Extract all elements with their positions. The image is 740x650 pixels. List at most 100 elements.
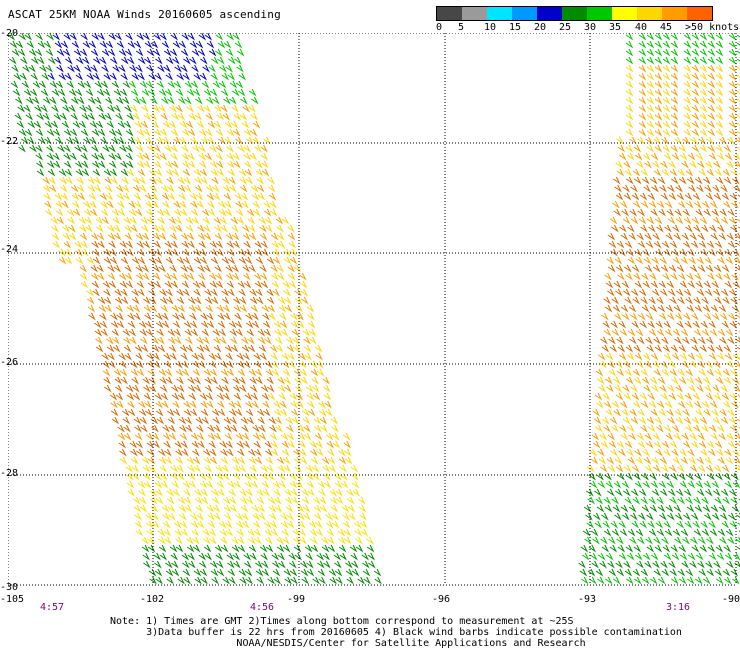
wind-barb bbox=[96, 88, 105, 97]
wind-barb bbox=[720, 184, 728, 193]
wind-barb bbox=[614, 384, 622, 393]
wind-barb bbox=[623, 392, 632, 401]
wind-barb bbox=[164, 360, 172, 369]
wind-barb bbox=[283, 288, 291, 297]
wind-barb bbox=[170, 144, 178, 153]
wind-barb bbox=[704, 312, 712, 321]
wind-barb bbox=[158, 264, 167, 273]
wind-barb bbox=[78, 216, 87, 225]
wind-barb bbox=[611, 328, 620, 337]
wind-barb bbox=[158, 368, 167, 377]
wind-barb bbox=[310, 368, 319, 377]
legend-label-45: 45 bbox=[660, 22, 673, 33]
wind-barb bbox=[93, 176, 101, 185]
wind-barb bbox=[164, 272, 172, 281]
wind-barb bbox=[267, 384, 275, 393]
wind-barb bbox=[685, 296, 694, 305]
wind-barb bbox=[113, 232, 122, 241]
wind-barb bbox=[250, 384, 258, 393]
wind-barb bbox=[608, 264, 616, 273]
wind-barb bbox=[187, 272, 195, 281]
wind-barb bbox=[279, 320, 288, 329]
wind-barb bbox=[663, 152, 672, 161]
wind-barb bbox=[254, 368, 263, 377]
wind-barb bbox=[174, 216, 183, 225]
wind-barb bbox=[186, 88, 195, 97]
wind-barb bbox=[54, 192, 63, 201]
wind-barb bbox=[261, 304, 270, 313]
wind-barb bbox=[234, 40, 243, 49]
wind-barb bbox=[152, 48, 161, 57]
wind-barb bbox=[304, 352, 313, 361]
wind-barb bbox=[189, 192, 198, 201]
wind-barb bbox=[268, 192, 277, 201]
wind-barb bbox=[247, 216, 256, 225]
wind-barb bbox=[210, 376, 218, 385]
wind-barb bbox=[625, 56, 634, 65]
wind-barb bbox=[164, 240, 173, 249]
wind-barb bbox=[713, 288, 721, 297]
wind-barb bbox=[170, 128, 179, 137]
wind-barb bbox=[155, 320, 164, 329]
wind-barb bbox=[650, 208, 659, 217]
wind-barb bbox=[36, 112, 45, 121]
wind-barb bbox=[77, 96, 85, 105]
wind-barb bbox=[137, 168, 146, 177]
wind-barb bbox=[109, 256, 118, 265]
wind-barb bbox=[159, 288, 167, 297]
wind-barb bbox=[684, 320, 693, 329]
wind-barb bbox=[624, 168, 633, 177]
wind-barb bbox=[249, 376, 257, 385]
wind-barb bbox=[99, 56, 107, 65]
wind-barb bbox=[75, 168, 84, 177]
wind-barb bbox=[191, 64, 199, 73]
wind-barb bbox=[198, 128, 207, 137]
wind-barb bbox=[63, 128, 72, 137]
wind-barb bbox=[599, 360, 607, 369]
wind-barb bbox=[108, 33, 117, 41]
wind-barb bbox=[222, 304, 231, 313]
wind-barb bbox=[670, 120, 679, 129]
wind-barb bbox=[205, 296, 213, 305]
wind-barb bbox=[63, 152, 72, 161]
wind-barb bbox=[646, 104, 655, 113]
wind-barb bbox=[216, 248, 224, 257]
wind-barb bbox=[227, 160, 235, 169]
wind-barb bbox=[616, 368, 625, 377]
wind-barb bbox=[130, 224, 138, 233]
wind-barb bbox=[136, 128, 145, 137]
wind-barb bbox=[192, 280, 201, 289]
wind-barb bbox=[219, 64, 227, 73]
legend-swatch bbox=[512, 7, 537, 20]
wind-barb bbox=[275, 216, 284, 225]
wind-barb bbox=[106, 200, 114, 209]
wind-barb bbox=[263, 208, 272, 217]
wind-barb bbox=[654, 72, 663, 81]
wind-barb bbox=[736, 73, 740, 78]
wind-barb bbox=[161, 40, 170, 49]
wind-barb bbox=[197, 48, 206, 57]
wind-barb bbox=[168, 336, 176, 345]
wind-barb bbox=[159, 128, 168, 137]
wind-barb bbox=[98, 160, 106, 169]
wind-barb bbox=[671, 152, 680, 161]
wind-barb bbox=[720, 216, 729, 225]
wind-barb bbox=[157, 216, 166, 225]
wind-barb bbox=[259, 224, 267, 233]
wind-barb bbox=[136, 152, 145, 161]
wind-barb bbox=[254, 280, 263, 289]
wind-barb bbox=[186, 232, 195, 241]
wind-barb bbox=[670, 48, 679, 57]
wind-barb bbox=[645, 264, 653, 273]
wind-barb bbox=[185, 344, 194, 353]
wind-barb bbox=[707, 344, 716, 353]
wind-barb bbox=[90, 264, 99, 273]
wind-barb bbox=[129, 336, 137, 345]
wind-barb bbox=[206, 96, 214, 105]
wind-barb bbox=[637, 240, 646, 249]
wind-barb bbox=[55, 208, 64, 217]
wind-barb bbox=[272, 256, 281, 265]
wind-barb bbox=[160, 384, 168, 393]
wind-barb bbox=[85, 88, 94, 97]
wind-barb bbox=[203, 368, 212, 377]
